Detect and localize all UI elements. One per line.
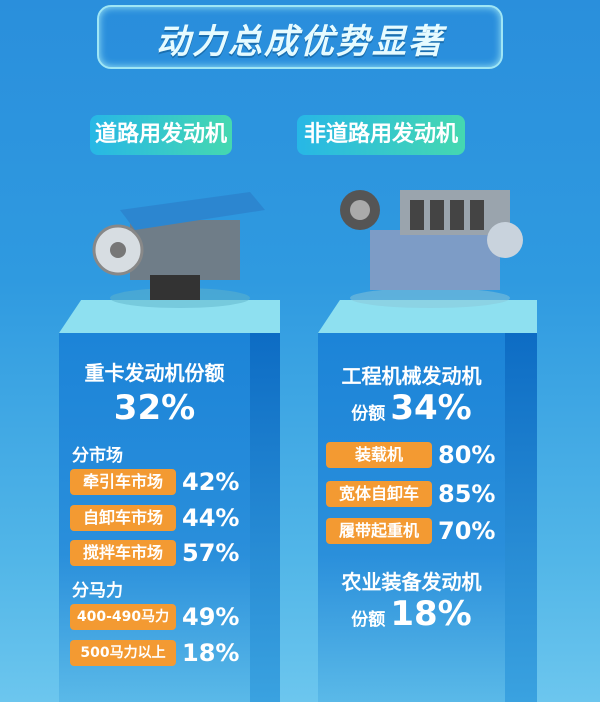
left-pillar-side [250, 333, 280, 702]
heavy-truck-heading: 重卡发动机份额 [84, 361, 225, 385]
agri-heading: 农业装备发动机 [341, 570, 482, 594]
tag-dump: 自卸车市场 [70, 505, 176, 531]
value-wide-dump: 85% [438, 480, 496, 508]
value-dump: 44% [182, 504, 240, 532]
offroad-engine-image [340, 190, 523, 308]
power-section-label: 分马力 [72, 581, 123, 601]
right-pillar-side [505, 333, 537, 702]
page-title: 动力总成优势显著 [156, 22, 444, 62]
tag-500hp-plus: 500马力以上 [70, 640, 176, 666]
construction-share: 34% [390, 388, 472, 428]
construction-share-row: 份额 34% [318, 388, 505, 428]
agri-share: 18% [390, 594, 472, 634]
tag-400-490hp: 400-490马力 [70, 604, 176, 630]
construction-share-label: 份额 [351, 404, 386, 424]
tag-crawler-crane: 履带起重机 [326, 518, 432, 544]
market-section-label: 分市场 [72, 446, 123, 466]
road-engine-image [92, 192, 265, 308]
heavy-truck-share: 32% [113, 388, 196, 428]
tag-tractor: 牵引车市场 [70, 469, 176, 495]
construction-heading: 工程机械发动机 [341, 364, 482, 388]
category-road-engine: 道路用发动机 [90, 115, 232, 155]
category-offroad-engine: 非道路用发动机 [297, 115, 465, 155]
title-frame [97, 5, 503, 69]
value-loader: 80% [438, 441, 496, 469]
tag-wide-dump: 宽体自卸车 [326, 481, 432, 507]
value-mixer: 57% [182, 539, 240, 567]
value-tractor: 42% [182, 468, 240, 496]
agri-share-label: 份额 [351, 610, 386, 630]
value-crawler-crane: 70% [438, 517, 496, 545]
value-400-490hp: 49% [182, 603, 240, 631]
right-pillar [318, 333, 505, 702]
tag-loader: 装载机 [326, 442, 432, 468]
value-500hp-plus: 18% [182, 639, 240, 667]
agri-share-row: 份额 18% [318, 594, 505, 634]
tag-mixer: 搅拌车市场 [70, 540, 176, 566]
